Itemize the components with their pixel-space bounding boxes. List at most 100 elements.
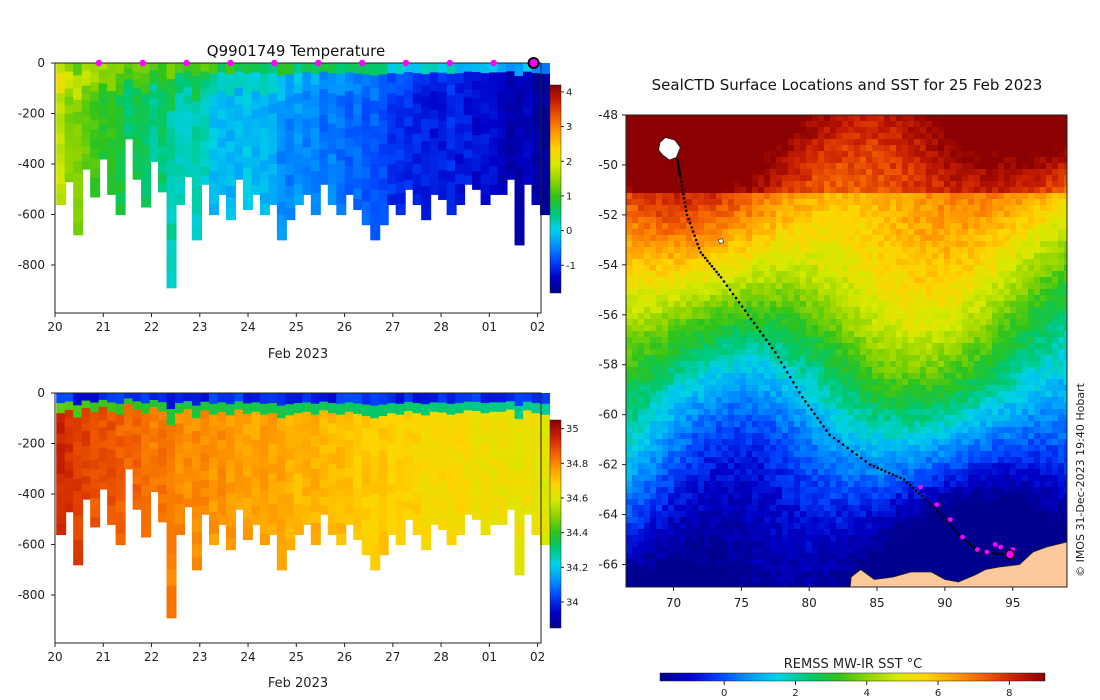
sst-cell	[938, 259, 945, 266]
sst-cell	[1016, 205, 1023, 212]
sst-cell	[878, 187, 885, 194]
sst-cell	[956, 205, 963, 212]
profile-cell	[285, 437, 296, 450]
sst-cell	[854, 145, 861, 152]
profile-cell	[64, 452, 75, 462]
sst-cell	[740, 319, 747, 326]
profile-cell	[192, 75, 202, 89]
sst-cell	[836, 253, 843, 260]
sst-cell	[680, 157, 687, 164]
profile-cell	[115, 522, 126, 535]
profile-cell	[378, 393, 389, 406]
profile-cell	[387, 504, 398, 515]
sst-cell	[1016, 181, 1023, 188]
profile-cell	[353, 125, 364, 137]
sst-cell	[1040, 115, 1047, 122]
profile-cell	[98, 69, 109, 78]
sst-cell	[842, 121, 849, 128]
sst-cell	[794, 373, 801, 380]
sst-cell	[980, 217, 987, 224]
sst-cell	[1028, 133, 1035, 140]
sst-cell	[722, 361, 729, 368]
profile-cell	[463, 436, 474, 446]
sst-cell	[836, 265, 843, 272]
sst-cell	[998, 193, 1005, 200]
sst-cell	[710, 259, 717, 266]
profile-cell	[208, 457, 219, 470]
sst-cell	[884, 205, 891, 212]
sst-cell	[908, 235, 915, 242]
sst-cell	[806, 139, 813, 146]
profile-cell	[268, 93, 279, 104]
sst-cell	[752, 283, 759, 290]
profile-cell	[412, 443, 423, 455]
sst-cell	[800, 199, 807, 206]
sst-cell	[656, 181, 663, 188]
sst-cell	[914, 367, 921, 374]
sst-cell	[764, 217, 771, 224]
sst-cell	[728, 241, 735, 248]
sst-cell	[1028, 313, 1035, 320]
sst-cell	[764, 313, 771, 320]
profile-cell	[64, 122, 75, 132]
sst-cell	[794, 259, 801, 266]
profile-cell	[480, 174, 491, 185]
sst-cell	[698, 235, 705, 242]
sst-cell	[956, 259, 963, 266]
profile-cell	[225, 197, 236, 209]
sst-cell	[1016, 115, 1023, 122]
sst-cell	[728, 169, 735, 176]
y-tick-label: -200	[18, 437, 45, 451]
sst-cell	[836, 367, 843, 374]
sst-cell	[1034, 187, 1041, 194]
sst-cell	[668, 157, 675, 164]
sst-cell	[782, 361, 789, 368]
profile-cell	[56, 194, 67, 206]
sst-cell	[986, 187, 993, 194]
profile-cell	[208, 63, 219, 75]
sst-cell	[1010, 277, 1017, 284]
sst-cell	[638, 127, 645, 134]
sst-cell	[896, 307, 903, 314]
sst-cell	[830, 235, 837, 242]
sst-cell	[1058, 151, 1065, 158]
sst-cell	[680, 217, 687, 224]
sst-cell	[782, 349, 789, 356]
sst-cell	[812, 361, 819, 368]
sst-cell	[968, 187, 975, 194]
sst-cell	[920, 241, 927, 248]
sst-cell	[920, 247, 927, 254]
sst-cell	[872, 211, 879, 218]
sst-cell	[788, 295, 795, 302]
profile-cell	[540, 138, 550, 151]
profile-cell	[56, 164, 67, 175]
sst-cell	[722, 373, 729, 380]
sst-cell	[944, 121, 951, 128]
profile-cell	[90, 91, 101, 102]
profile-cell	[268, 483, 279, 495]
sst-cell	[668, 211, 675, 218]
sst-cell	[716, 181, 723, 188]
sst-cell	[854, 151, 861, 158]
sst-cell	[896, 295, 903, 302]
sst-cell	[824, 259, 831, 266]
temperature-axes-frame	[54, 62, 542, 314]
sst-cell	[980, 277, 987, 284]
sst-cell	[800, 313, 807, 320]
profile-cell	[259, 138, 270, 151]
profile-cell	[310, 106, 321, 118]
sst-cell	[944, 319, 951, 326]
profile-cell	[259, 501, 270, 513]
profile-cell	[472, 162, 483, 172]
sst-cell	[734, 301, 741, 308]
sst-cell	[1040, 265, 1047, 272]
sst-cell	[722, 211, 729, 218]
profile-cell	[353, 146, 364, 158]
sst-cell	[926, 181, 933, 188]
sst-cell	[842, 343, 849, 350]
profile-cell	[98, 461, 109, 469]
sst-cell	[908, 145, 915, 152]
sst-cell	[824, 295, 831, 302]
profile-cell	[73, 148, 84, 162]
colorbar-tick-label: 34.4	[566, 528, 588, 539]
